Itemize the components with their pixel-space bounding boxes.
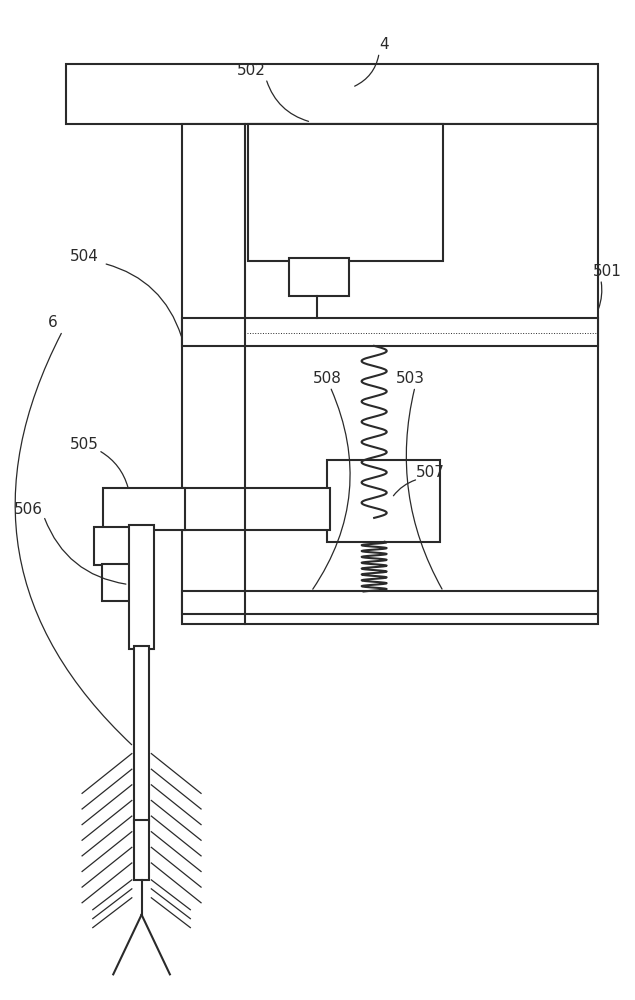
Text: 504: 504	[70, 249, 99, 264]
Bar	[102, 564, 143, 601]
Text: 4: 4	[379, 37, 389, 52]
Bar	[134, 820, 149, 880]
Bar	[129, 525, 154, 649]
Bar	[65, 64, 598, 124]
Bar	[289, 258, 349, 296]
Bar	[134, 646, 149, 823]
Text: 508: 508	[312, 371, 342, 386]
Bar	[248, 124, 443, 261]
Text: 503: 503	[396, 371, 425, 386]
Text: 501: 501	[592, 264, 622, 279]
Bar	[182, 591, 598, 614]
Bar	[94, 527, 143, 565]
Bar	[182, 124, 598, 624]
Bar	[327, 460, 440, 542]
Bar	[182, 318, 598, 346]
Bar	[182, 488, 330, 530]
Text: 506: 506	[13, 502, 43, 517]
Text: 505: 505	[70, 437, 99, 452]
Text: 507: 507	[417, 465, 445, 480]
Text: 502: 502	[237, 63, 266, 78]
Text: 6: 6	[48, 315, 58, 330]
Bar	[104, 488, 185, 530]
